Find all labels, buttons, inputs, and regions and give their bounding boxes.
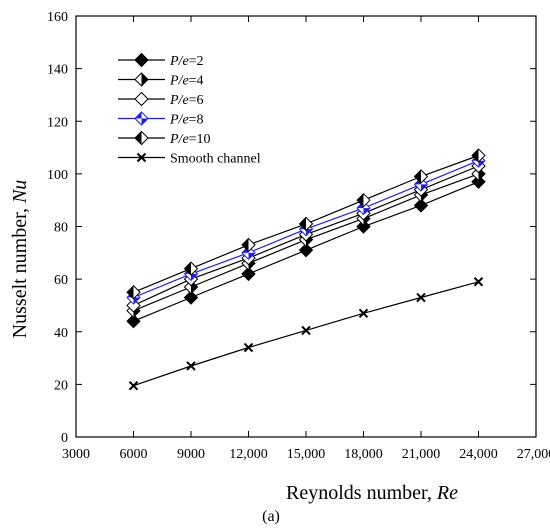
legend-label: P/e=2: [169, 54, 204, 69]
data-point: [356, 219, 371, 234]
legend-label: Smooth channel: [170, 152, 261, 167]
legend-entry: Smooth channel: [118, 152, 261, 167]
series-5: [126, 148, 486, 300]
x-tick-label: 24,000: [459, 447, 498, 462]
data-point: [243, 342, 254, 353]
series-6: [128, 277, 484, 391]
plot-area: [126, 148, 486, 391]
legend-marker: [134, 91, 149, 107]
y-axis-title: Nusselt number, Nu: [9, 180, 31, 339]
legend-label: P/e=4: [169, 74, 204, 89]
data-point: [126, 314, 141, 329]
x-tick-label: 18,000: [344, 447, 383, 462]
data-point: [358, 308, 369, 319]
legend-marker: [134, 72, 149, 87]
legend-label: P/e=10: [169, 132, 211, 147]
legend-entry: P/e=8: [118, 111, 204, 128]
legend-marker: [134, 130, 149, 146]
y-tick-label: 0: [61, 431, 68, 446]
legend-entry: P/e=10: [118, 130, 211, 147]
data-point: [126, 285, 141, 300]
data-point: [241, 245, 256, 261]
data-point: [473, 277, 484, 287]
data-point: [298, 216, 314, 232]
axes: 3000 6000 9000 12,000 15,000 18,000 21,000 24,0…: [47, 10, 550, 462]
y-tick-label: 80: [54, 221, 68, 236]
x-tick-label: 3000: [62, 447, 90, 462]
y-tick-label: 100: [47, 168, 68, 183]
x-tick-label: 12,000: [229, 447, 268, 462]
x-tick-label: 6000: [120, 447, 148, 462]
y-tick-label: 20: [54, 378, 68, 393]
data-point: [413, 169, 429, 184]
x-tick-label: 9000: [177, 447, 205, 462]
data-point: [126, 298, 141, 313]
x-tick-label: 15,000: [287, 447, 326, 462]
series-1: [126, 174, 486, 329]
x-axis-title: Reynolds number, Re: [286, 482, 458, 504]
data-point: [413, 198, 429, 213]
legend-entry: P/e=4: [118, 72, 204, 89]
legend-entry: P/e=6: [118, 91, 204, 108]
data-point: [471, 148, 486, 163]
data-point: [186, 361, 196, 371]
data-point: [128, 380, 139, 391]
data-point: [183, 290, 199, 305]
legend-marker: [134, 52, 149, 68]
y-tick-label: 40: [54, 326, 68, 341]
y-tick-label: 160: [47, 10, 68, 25]
y-tick-label: 60: [54, 273, 68, 288]
legend-marker: [134, 111, 149, 126]
legend-label: P/e=6: [169, 93, 204, 108]
legend: P/e=2 P/e=4 P/e=6 P/e=8 P/e=10 Smooth channel: [118, 52, 261, 167]
data-point: [241, 237, 256, 253]
legend-marker: [136, 152, 147, 163]
data-point: [356, 192, 371, 208]
y-tick-label: 140: [47, 63, 68, 78]
data-point: [301, 325, 311, 336]
x-tick-label: 27,000: [517, 447, 550, 462]
data-point: [183, 261, 199, 276]
data-point: [416, 292, 426, 303]
data-point: [471, 174, 486, 189]
legend-label: P/e=8: [169, 113, 204, 128]
legend-entry: P/e=2: [118, 52, 204, 69]
y-tick-label: 120: [47, 115, 68, 130]
figure-caption: (a): [262, 508, 280, 525]
x-tick-label: 21,000: [402, 447, 441, 462]
data-point: [241, 266, 256, 282]
data-point: [298, 242, 314, 258]
